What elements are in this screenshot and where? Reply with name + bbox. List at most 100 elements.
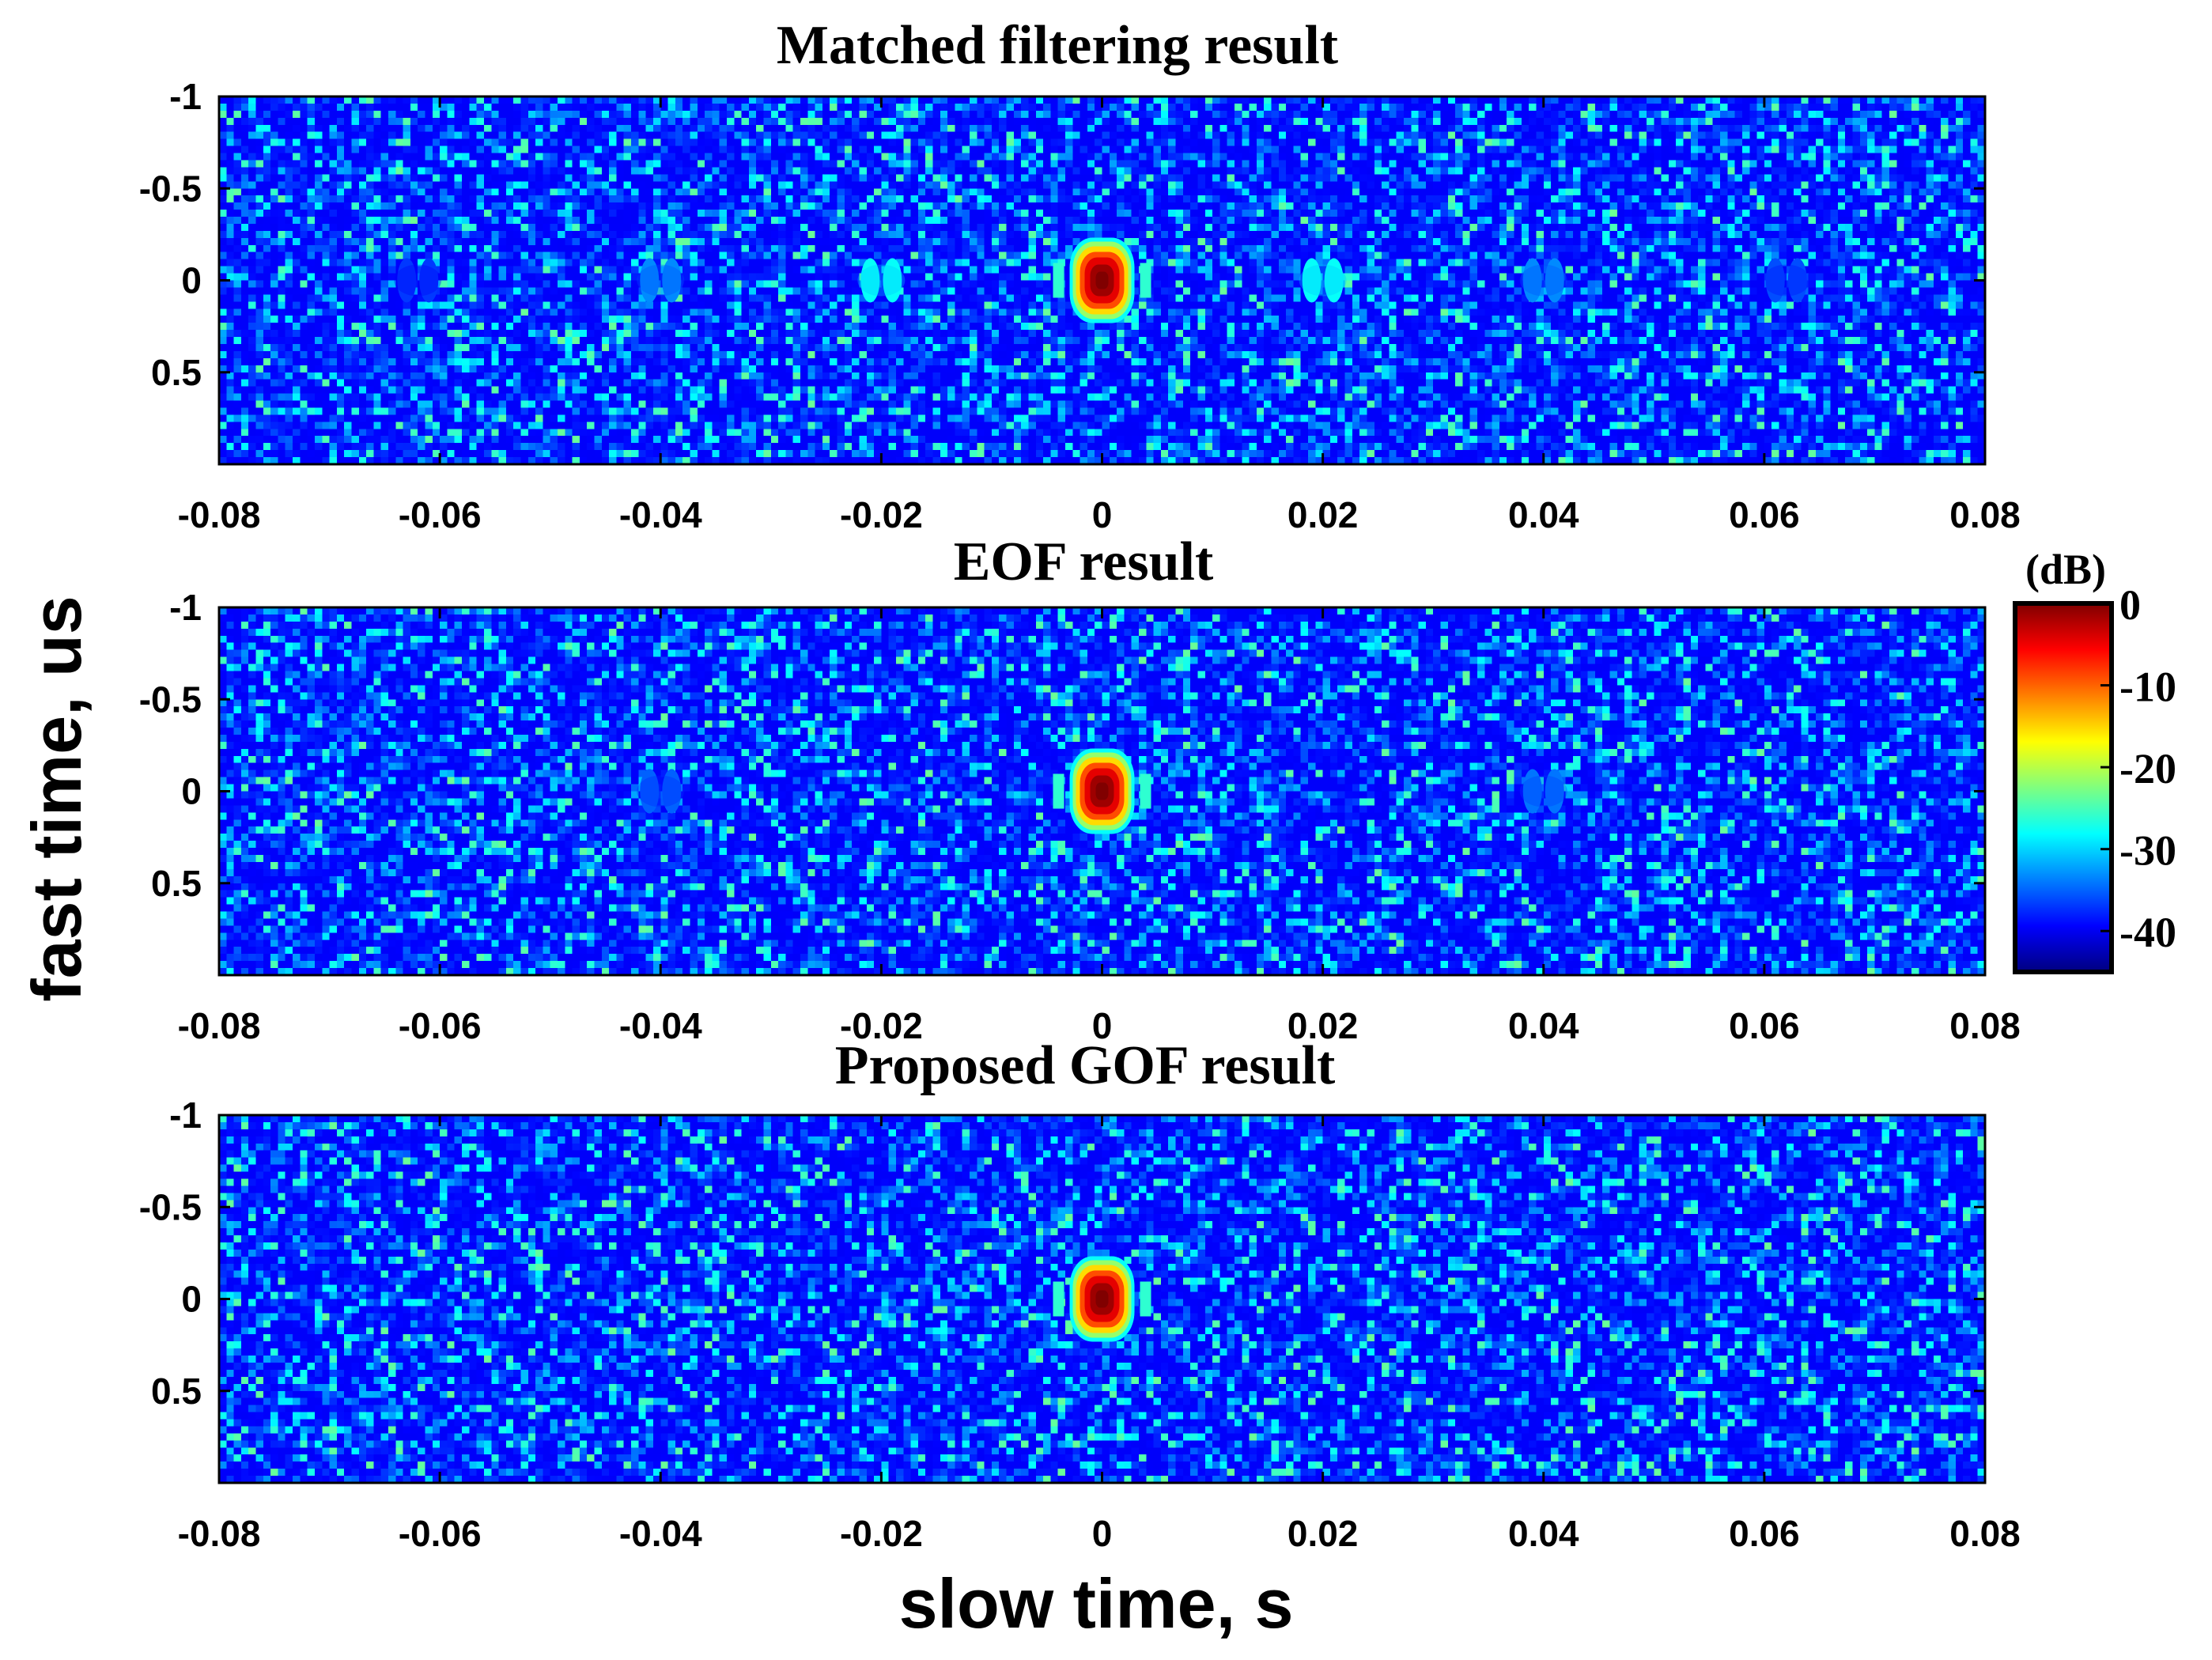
heatmap-plot: -0.08 -0.06 -0.04 -0.02 0 0.02 0.04 0.06 0.08 -1 -…	[139, 1095, 2021, 1554]
ghost-lobe	[1324, 258, 1344, 303]
side-lobe	[1140, 773, 1151, 809]
ghost-halo	[1519, 775, 1567, 807]
ghost-lobe	[1545, 258, 1564, 303]
x-tick-label: 0.06	[1729, 1005, 1800, 1046]
main-peak	[1053, 237, 1151, 323]
colorbar-unit-label: (dB)	[2025, 546, 2106, 593]
x-tick-label: -0.08	[178, 1005, 261, 1046]
heatmap-plot: -0.08 -0.06 -0.04 -0.02 0 0.02 0.04 0.06 0.08 -1 -…	[139, 76, 2021, 535]
ghost-peak	[637, 769, 685, 814]
panel-proposed-gof: Proposed GOF result -0.08 -0.06 -0.04 -0.02…	[139, 1035, 2021, 1554]
peak-ring	[1095, 1290, 1109, 1308]
ghost-lobe	[662, 769, 682, 814]
ghost-lobe	[640, 769, 660, 814]
x-tick-label: -0.04	[619, 1513, 702, 1554]
y-tick-label: -1	[169, 1095, 202, 1136]
panel-title: Proposed GOF result	[835, 1035, 1336, 1096]
y-tick-label: -1	[169, 587, 202, 628]
ghost-peak	[1762, 258, 1810, 303]
ghost-peak	[394, 258, 442, 303]
ghost-peak	[857, 258, 906, 303]
ghost-lobe	[1522, 258, 1542, 303]
x-tick-label: -0.06	[399, 1005, 482, 1046]
ghost-lobe	[1522, 769, 1542, 814]
x-tick-label: -0.02	[840, 494, 923, 535]
x-tick-label: -0.02	[840, 1513, 923, 1554]
x-tick-label: 0	[1092, 1513, 1113, 1554]
ghost-halo	[857, 264, 906, 297]
ghost-lobe	[860, 258, 880, 303]
y-tick-label: 0.5	[151, 352, 202, 393]
x-tick-label: -0.04	[619, 494, 702, 535]
x-tick-label: 0.02	[1287, 1513, 1359, 1554]
side-lobe	[1053, 773, 1064, 809]
x-tick-label: 0.04	[1508, 1513, 1579, 1554]
x-tick-label: 0.02	[1287, 1005, 1359, 1046]
x-tick-label: -0.06	[399, 494, 482, 535]
x-tick-label: 0.04	[1508, 494, 1579, 535]
y-tick-label: -0.5	[139, 1186, 202, 1227]
x-tick-label: -0.02	[840, 1005, 923, 1046]
main-peak	[1053, 748, 1151, 834]
side-lobe	[1053, 1281, 1064, 1317]
x-tick-label: 0	[1092, 1005, 1113, 1046]
ghost-lobe	[662, 258, 682, 303]
panel-eof: EOF result -0.08 -0.06 -0.04 -0.02 0 0.02 0.04…	[139, 531, 2021, 1046]
colorbar-tick-label: -30	[2119, 827, 2176, 875]
y-tick-label: -0.5	[139, 168, 202, 209]
ghost-peak	[1519, 258, 1567, 303]
colorbar-gradient	[2013, 601, 2114, 974]
main-peak	[1053, 1256, 1151, 1342]
ghost-peak	[637, 258, 685, 303]
y-tick-label: 0.5	[151, 1371, 202, 1412]
x-tick-label: 0.04	[1508, 1005, 1579, 1046]
x-tick-label: 0.08	[1949, 1005, 2021, 1046]
x-tick-label: -0.06	[399, 1513, 482, 1554]
y-tick-label: 0	[181, 771, 202, 812]
x-axis-label: slow time, s	[899, 1564, 1294, 1643]
ghost-halo	[637, 264, 685, 297]
side-lobe	[1140, 1281, 1151, 1317]
y-tick-label: 0.5	[151, 863, 202, 904]
panel-matched-filtering: Matched filtering result -0.08 -0.06 -0.04…	[139, 15, 2021, 535]
colorbar-tick-label: 0	[2119, 581, 2141, 629]
ghost-lobe	[1545, 769, 1564, 814]
panel-title: Matched filtering result	[777, 15, 1338, 76]
heatmap-plot: -0.08 -0.06 -0.04 -0.02 0 0.02 0.04 0.06 0.08 -1 -…	[139, 587, 2021, 1046]
ghost-peak	[1299, 258, 1347, 303]
x-tick-label: -0.08	[178, 1513, 261, 1554]
x-tick-label: -0.04	[619, 1005, 702, 1046]
ghost-lobe	[1765, 258, 1785, 303]
colorbar-tick-label: -40	[2119, 909, 2176, 956]
ghost-halo	[1299, 264, 1347, 297]
x-tick-label: 0.02	[1287, 494, 1359, 535]
side-lobe	[1053, 263, 1064, 298]
panel-title: EOF result	[954, 531, 1214, 592]
ghost-halo	[1762, 264, 1810, 297]
side-lobe	[1140, 263, 1151, 298]
colorbar-tick-label: -10	[2119, 664, 2176, 711]
x-tick-label: 0.08	[1949, 1513, 2021, 1554]
ghost-halo	[637, 775, 685, 807]
x-tick-label: 0	[1092, 494, 1113, 535]
y-tick-label: 0	[181, 1279, 202, 1320]
ghost-halo	[394, 264, 442, 297]
x-tick-label: 0.06	[1729, 1513, 1800, 1554]
y-axis-label: fast time, us	[17, 596, 96, 1001]
y-tick-label: -0.5	[139, 679, 202, 720]
ghost-lobe	[419, 258, 439, 303]
ghost-lobe	[397, 258, 417, 303]
colorbar: (dB) 0 -10 -20 -30 -40	[2013, 546, 2176, 974]
y-tick-label: -1	[169, 76, 202, 117]
ghost-halo	[1519, 264, 1567, 297]
x-tick-label: 0.08	[1949, 494, 2021, 535]
ghost-lobe	[1302, 258, 1322, 303]
peak-ring	[1095, 782, 1109, 800]
peak-ring	[1095, 271, 1109, 289]
x-tick-label: 0.06	[1729, 494, 1800, 535]
colorbar-tick-label: -20	[2119, 745, 2176, 792]
y-tick-label: 0	[181, 260, 202, 301]
x-tick-label: -0.08	[178, 494, 261, 535]
ghost-peak	[1519, 769, 1567, 814]
